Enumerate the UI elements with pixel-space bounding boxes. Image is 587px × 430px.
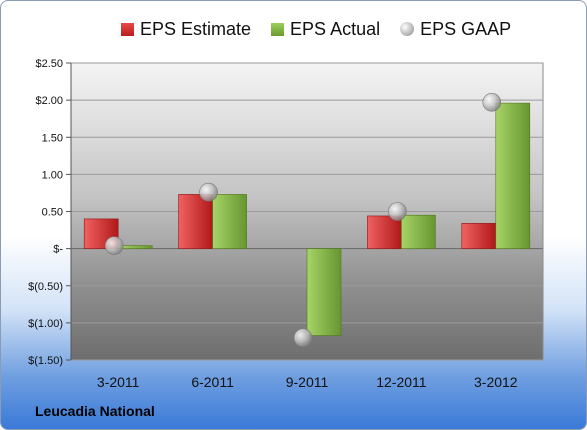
bar-eps-actual xyxy=(401,214,436,249)
y-tick-label: $2.00 xyxy=(35,95,63,107)
x-tick-label: 3-2011 xyxy=(97,374,140,390)
x-tick-label: 9-2011 xyxy=(286,374,329,390)
legend-label-gaap: EPS GAAP xyxy=(420,18,512,39)
legend-swatch-gaap xyxy=(400,22,415,36)
y-tick-label: 0.50 xyxy=(42,207,63,219)
legend-label-estimate: EPS Estimate xyxy=(140,18,252,39)
marker-eps-gaap xyxy=(482,93,502,112)
marker-eps-gaap xyxy=(199,182,218,202)
x-tick-label: 6-2011 xyxy=(191,374,234,390)
legend-swatch-actual xyxy=(271,22,285,36)
legend-item-estimate: EPS Estimate xyxy=(121,19,251,40)
marker-eps-gaap xyxy=(104,236,124,255)
y-tick-label: 1.50 xyxy=(42,132,63,144)
bar-eps-actual xyxy=(212,194,247,249)
y-tick-label: $(1.00) xyxy=(28,318,63,330)
x-tick-label: 12-2011 xyxy=(376,374,427,390)
legend-item-gaap: EPS GAAP xyxy=(400,19,511,40)
legend-label-actual: EPS Actual xyxy=(290,18,381,39)
bar-eps-estimate xyxy=(461,223,497,249)
marker-eps-gaap xyxy=(293,328,313,348)
company-name: Leucadia National xyxy=(35,403,155,419)
y-tick-label: $(0.50) xyxy=(28,281,63,293)
y-tick-label: 1.00 xyxy=(42,169,63,181)
marker-eps-gaap xyxy=(388,202,407,221)
y-tick-label: $- xyxy=(53,244,63,256)
x-tick-label: 3-2012 xyxy=(474,374,518,390)
bar-eps-actual xyxy=(306,248,342,336)
y-tick-label: $2.50 xyxy=(35,58,63,70)
bar-eps-actual xyxy=(495,102,531,249)
legend-swatch-estimate xyxy=(121,22,134,36)
bar-eps-estimate xyxy=(367,215,402,249)
chart-legend: EPS Estimate EPS Actual EPS GAAP xyxy=(121,17,531,41)
bar-eps-estimate xyxy=(178,194,213,249)
y-tick-label: $(1.50) xyxy=(28,355,63,367)
legend-item-actual: EPS Actual xyxy=(271,19,380,40)
